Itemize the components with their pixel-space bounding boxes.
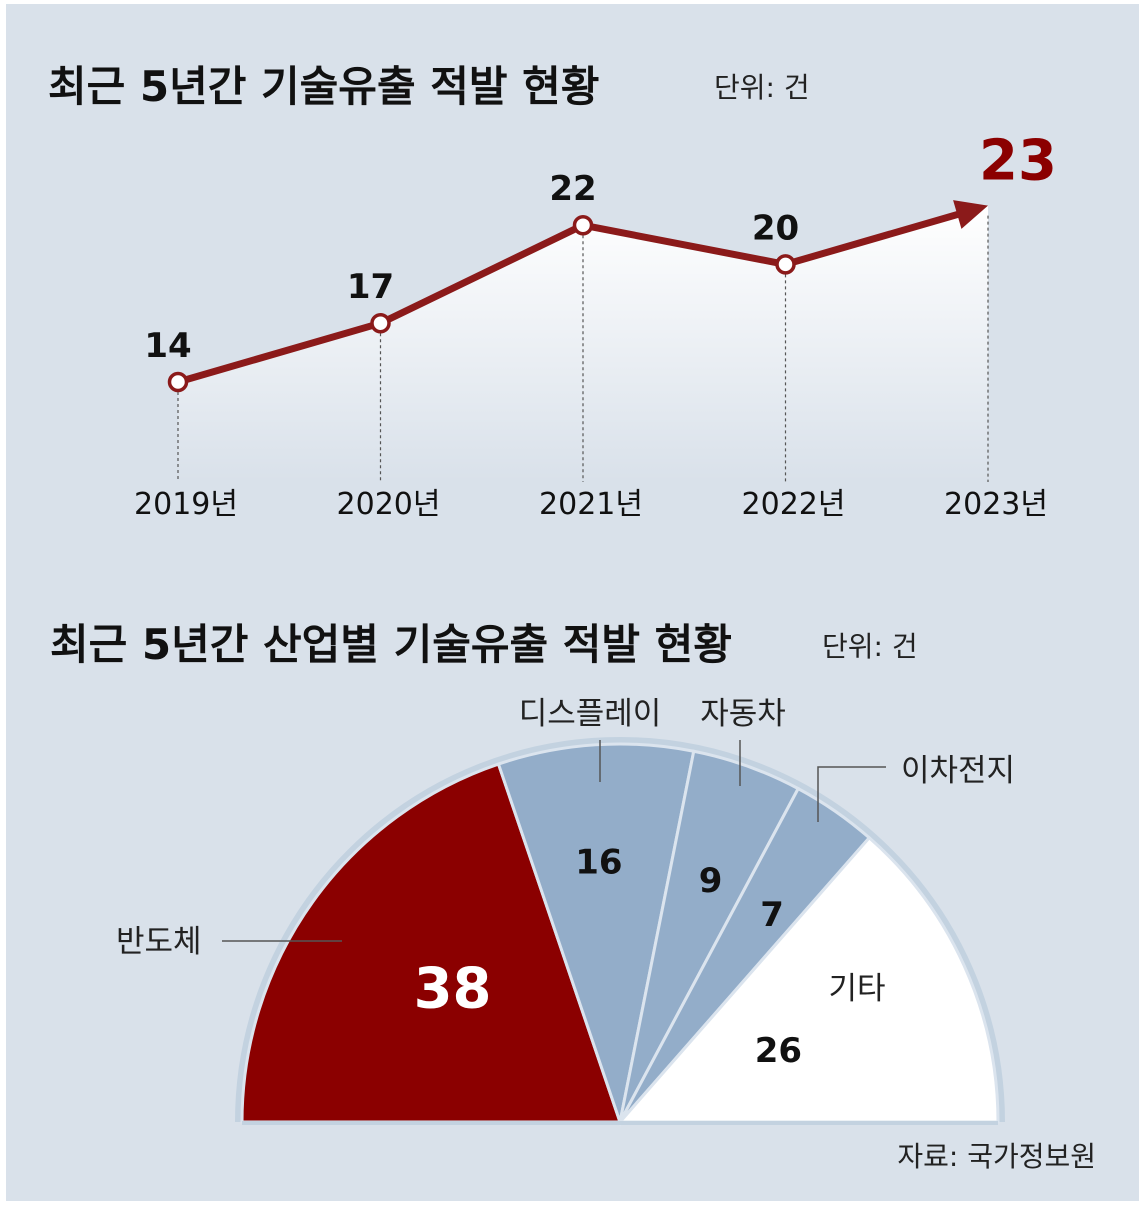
pie-slice bbox=[616, 835, 1000, 1124]
series-line-segment bbox=[782, 209, 967, 268]
data-label: 14 bbox=[144, 326, 191, 366]
data-point bbox=[167, 371, 189, 393]
category-label: 이차전지 bbox=[901, 753, 1015, 789]
series-line-segment bbox=[174, 319, 384, 386]
data-label-highlight: 23 bbox=[979, 129, 1057, 194]
infographic: 최근 5년간 기술유출 적발 현황 단위: 건 14 17 22 20 23 2019년 2… bbox=[6, 4, 1139, 1201]
slice-value-label: 16 bbox=[575, 843, 622, 883]
line-chart: 14 17 22 20 23 2019년 2020년 2021년 2022년 2023년 bbox=[134, 129, 1057, 522]
x-tick-label: 2019년 bbox=[134, 487, 238, 522]
pie-slice bbox=[496, 742, 696, 1128]
line-chart-title: 최근 5년간 기술유출 적발 현황 bbox=[48, 62, 599, 111]
category-label: 자동차 bbox=[700, 696, 786, 732]
category-label: 반도체 bbox=[116, 924, 202, 960]
x-tick-label: 2020년 bbox=[337, 487, 441, 522]
data-label: 20 bbox=[752, 208, 799, 248]
category-label: 기타 bbox=[828, 971, 885, 1007]
slice-value-label: 9 bbox=[699, 861, 723, 901]
series-line-segment bbox=[579, 221, 789, 268]
pie-chart-title: 최근 5년간 산업별 기술유출 적발 현황 bbox=[50, 620, 732, 669]
data-point bbox=[572, 214, 594, 236]
x-tick-label: 2023년 bbox=[944, 487, 1048, 522]
source-note: 자료: 국가정보원 bbox=[897, 1140, 1096, 1173]
x-tick-label: 2022년 bbox=[742, 487, 846, 522]
arrow-head bbox=[953, 200, 988, 229]
leader-line bbox=[817, 766, 886, 822]
line-chart-unit: 단위: 건 bbox=[714, 71, 810, 104]
category-label: 디스플레이 bbox=[519, 696, 662, 732]
series-line-segment bbox=[377, 221, 587, 327]
data-label: 17 bbox=[347, 267, 394, 307]
pie-chart-unit: 단위: 건 bbox=[822, 630, 918, 663]
slice-value-label: 26 bbox=[755, 1031, 802, 1071]
pie-slice bbox=[240, 762, 623, 1124]
data-point bbox=[370, 312, 391, 334]
slice-value-label: 7 bbox=[760, 895, 784, 935]
data-label: 22 bbox=[549, 169, 596, 209]
slice-value-highlight: 38 bbox=[414, 957, 492, 1022]
x-tick-label: 2021년 bbox=[539, 487, 643, 522]
data-point bbox=[775, 254, 796, 275]
infographic-svg: 최근 5년간 기술유출 적발 현황 단위: 건 14 17 22 20 23 2019년 2… bbox=[48, 62, 1096, 1173]
